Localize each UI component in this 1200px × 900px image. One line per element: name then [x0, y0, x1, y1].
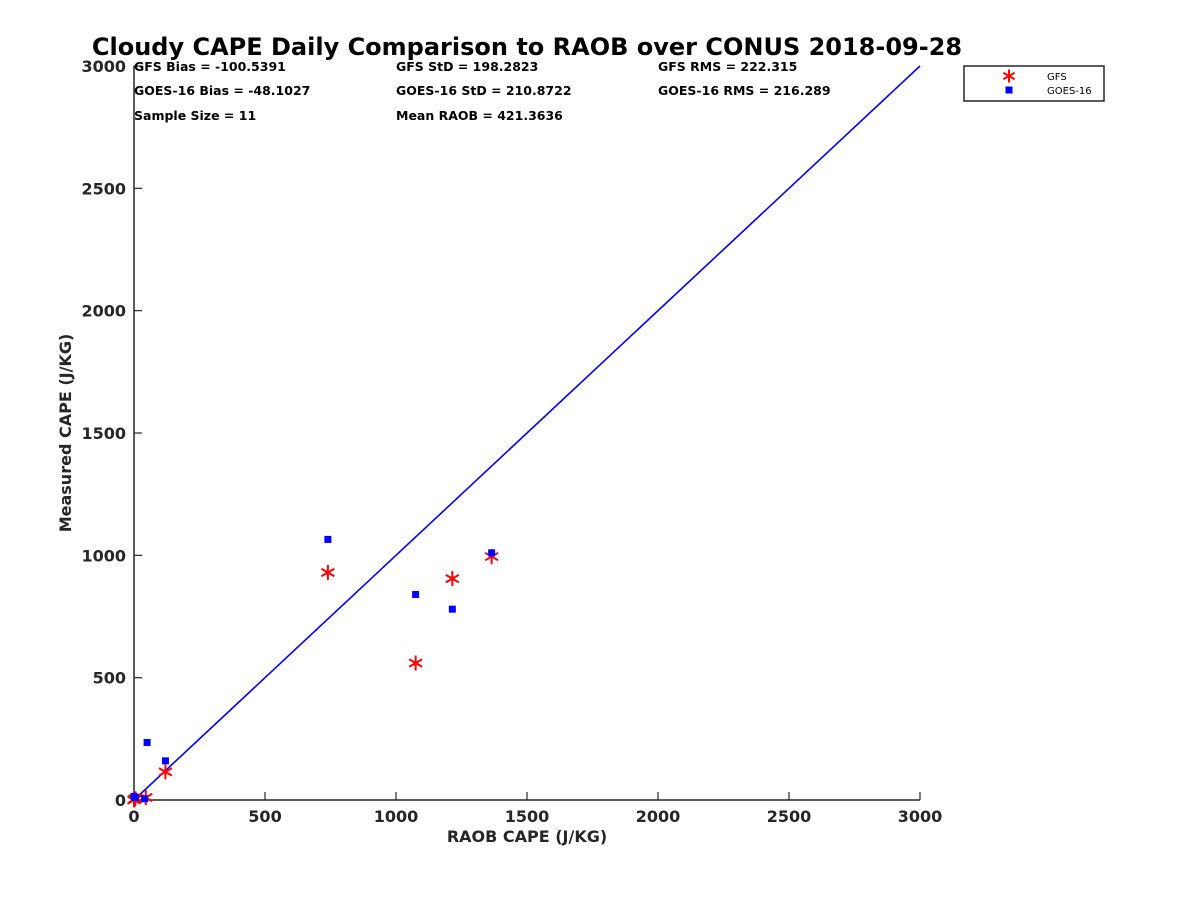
series-goes-16	[130, 535, 496, 803]
goes-16-point	[140, 795, 148, 803]
stat-mean-raob: Mean RAOB = 421.3636	[396, 108, 563, 123]
gfs-point	[158, 764, 173, 780]
goes-16-point	[131, 794, 139, 802]
stat-gfs-bias: GFS Bias = -100.5391	[134, 59, 286, 74]
y-tick-label: 0	[115, 791, 126, 810]
legend-gfs-marker	[1002, 69, 1016, 83]
y-tick-label: 1500	[81, 424, 126, 443]
x-tick-label: 1500	[505, 807, 550, 826]
legend-goes-marker	[1005, 86, 1013, 94]
y-tick-label: 500	[93, 669, 126, 688]
goes-16-point	[488, 549, 496, 557]
x-tick-label: 1000	[374, 807, 419, 826]
stat-goes-bias: GOES-16 Bias = -48.1027	[134, 83, 310, 98]
y-tick-label: 2000	[81, 302, 126, 321]
x-axis-ticks: 0 500 1000 1500 2000 2500 3000	[128, 792, 942, 826]
one-to-one-line	[133, 65, 921, 801]
stat-gfs-rms: GFS RMS = 222.315	[658, 59, 797, 74]
reference-line	[133, 65, 921, 801]
goes-16-point	[324, 535, 332, 543]
series-gfs	[127, 549, 499, 808]
goes-16-point	[412, 590, 420, 598]
goes-16-point	[143, 739, 151, 747]
stat-gfs-std: GFS StD = 198.2823	[396, 59, 538, 74]
gfs-point	[445, 571, 460, 587]
y-axis-label: Measured CAPE (J/KG)	[56, 334, 75, 533]
goes-16-point	[161, 757, 169, 765]
stat-goes-rms: GOES-16 RMS = 216.289	[658, 83, 831, 98]
x-tick-label: 2000	[636, 807, 681, 826]
y-tick-label: 2500	[81, 179, 126, 198]
legend-gfs-label: GFS	[1047, 72, 1067, 83]
y-axis-ticks: 0 500 1000 1500 2000 2500 3000	[81, 57, 142, 810]
gfs-point	[408, 655, 423, 671]
legend-goes-label: GOES-16	[1047, 86, 1092, 97]
legend: GFS GOES-16	[963, 65, 1105, 102]
y-tick-label: 1000	[81, 546, 126, 565]
stat-goes-std: GOES-16 StD = 210.8722	[396, 83, 572, 98]
y-tick-label: 3000	[81, 57, 126, 76]
x-tick-label: 3000	[898, 807, 943, 826]
x-tick-label: 0	[128, 807, 139, 826]
x-tick-label: 500	[248, 807, 281, 826]
stat-sample-size: Sample Size = 11	[134, 108, 256, 123]
gfs-point	[320, 564, 335, 580]
chart-title: Cloudy CAPE Daily Comparison to RAOB ove…	[92, 33, 962, 61]
legend-box	[963, 65, 1105, 102]
goes-16-point	[448, 605, 456, 613]
legend-goes-symbol	[1005, 86, 1013, 94]
legend-gfs-symbol	[1002, 69, 1016, 83]
x-axis-label: RAOB CAPE (J/KG)	[447, 827, 607, 846]
x-tick-label: 2500	[767, 807, 812, 826]
